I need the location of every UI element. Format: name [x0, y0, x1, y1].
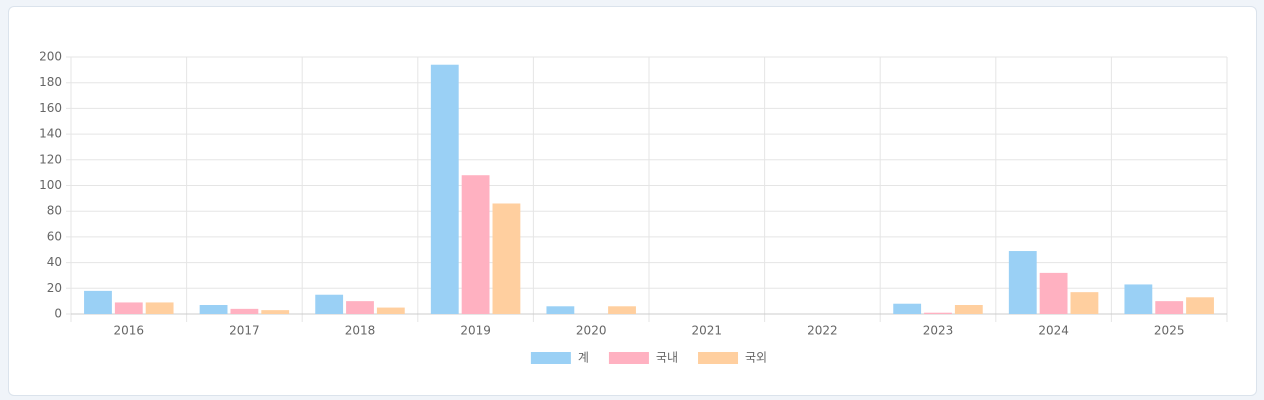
y-tick-label: 40 [47, 255, 62, 269]
legend-label: 국외 [745, 351, 767, 365]
y-tick-label: 0 [54, 307, 62, 321]
bar [1039, 272, 1068, 314]
x-tick-label: 2019 [460, 324, 491, 338]
y-tick-label: 120 [39, 152, 62, 166]
legend-label: 국내 [656, 351, 678, 365]
y-tick-label: 80 [47, 204, 62, 218]
y-tick-label: 140 [39, 127, 62, 141]
x-tick-label: 2018 [345, 324, 376, 338]
bar [893, 303, 922, 314]
bar [430, 64, 459, 315]
x-tick-label: 2020 [576, 324, 607, 338]
y-tick-label: 160 [39, 101, 62, 115]
x-tick-label: 2022 [807, 324, 838, 338]
y-tick-label: 20 [47, 281, 62, 295]
x-tick-label: 2017 [229, 324, 260, 338]
bar [1186, 297, 1214, 314]
card [8, 6, 1257, 396]
x-tick-label: 2023 [923, 324, 954, 338]
bar [954, 305, 983, 314]
bar [84, 290, 112, 314]
legend-swatch [608, 352, 649, 364]
y-tick-label: 100 [39, 178, 62, 192]
y-tick-label: 180 [39, 75, 62, 89]
x-tick-label: 2016 [114, 324, 145, 338]
bar [315, 294, 344, 314]
bar [346, 301, 374, 314]
bar [1155, 301, 1184, 314]
legend-label: 계 [578, 351, 589, 365]
legend-swatch [530, 352, 571, 364]
legend-swatch [698, 352, 739, 364]
bar [1008, 251, 1037, 314]
bar [461, 175, 490, 314]
bar [261, 310, 290, 314]
x-tick-label: 2021 [692, 324, 723, 338]
x-tick-label: 2025 [1154, 324, 1185, 338]
y-tick-label: 60 [47, 229, 62, 243]
bar [608, 306, 636, 314]
bar [199, 305, 228, 314]
bar [376, 307, 405, 314]
y-tick-label: 200 [39, 50, 62, 64]
bar [1124, 284, 1153, 314]
x-tick-label: 2024 [1038, 324, 1069, 338]
bar [1070, 292, 1099, 314]
bar [230, 308, 259, 314]
bar [924, 312, 952, 314]
bar [546, 306, 575, 314]
bar [145, 302, 174, 314]
bar [492, 203, 521, 314]
bar [114, 302, 143, 314]
